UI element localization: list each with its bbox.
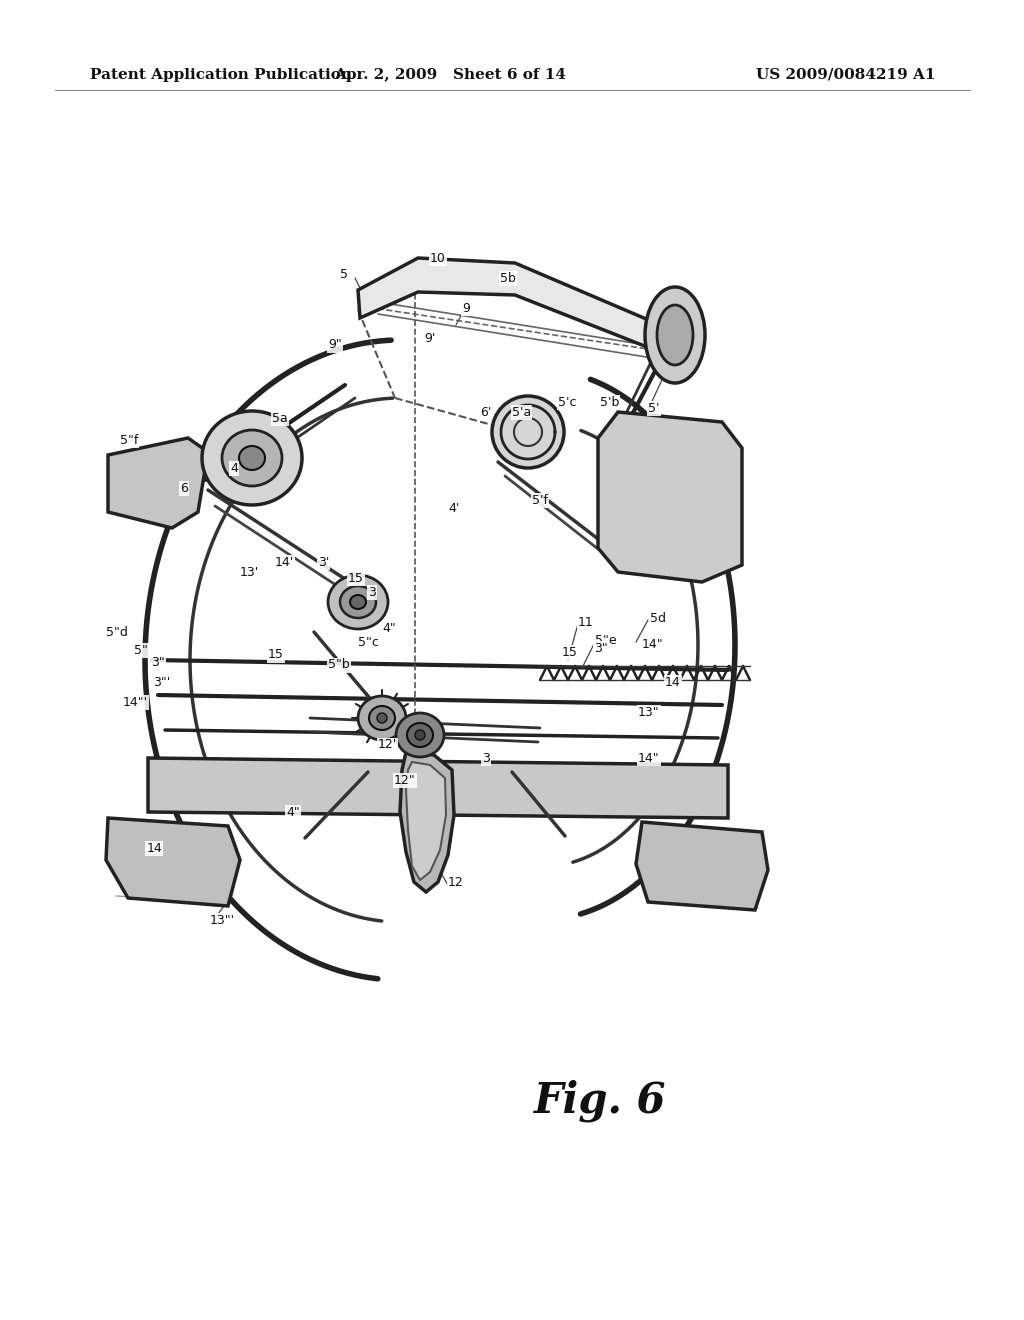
Polygon shape [106,818,240,906]
Text: 9: 9 [462,301,470,314]
Text: 5'a: 5'a [512,405,531,418]
Text: 5b: 5b [500,272,516,285]
Text: 5"b: 5"b [328,659,350,672]
Text: 12': 12' [378,738,397,751]
Text: 14": 14" [642,639,664,652]
Text: 9': 9' [424,331,435,345]
Text: 5d: 5d [650,611,666,624]
Text: Fig. 6: Fig. 6 [534,1080,667,1122]
Text: 15: 15 [268,648,284,661]
Text: 15: 15 [562,645,578,659]
Text: 14: 14 [146,842,162,854]
Ellipse shape [369,706,395,730]
Ellipse shape [492,396,564,469]
Ellipse shape [407,723,433,747]
Text: 14"': 14"' [123,696,148,709]
Text: 3": 3" [152,656,165,668]
Text: 11: 11 [578,615,594,628]
Ellipse shape [350,595,366,609]
Polygon shape [406,762,446,880]
Text: US 2009/0084219 A1: US 2009/0084219 A1 [756,69,935,82]
Text: 4": 4" [286,805,300,818]
Text: 5": 5" [134,644,148,656]
Text: Patent Application Publication: Patent Application Publication [90,69,352,82]
Text: 3": 3" [594,642,608,655]
Ellipse shape [645,286,705,383]
Text: 9": 9" [329,338,342,351]
Text: 4': 4' [449,502,460,515]
Text: 5'c: 5'c [558,396,577,408]
Text: 6: 6 [180,482,187,495]
Text: 12": 12" [394,774,416,787]
Ellipse shape [340,586,376,618]
Ellipse shape [328,576,388,630]
Ellipse shape [396,713,444,756]
Text: 12: 12 [449,875,464,888]
Text: 13": 13" [638,705,659,718]
Text: 4: 4 [230,462,238,474]
Text: 5"d: 5"d [106,626,128,639]
Text: 3: 3 [368,586,376,598]
Text: 15: 15 [348,572,364,585]
Text: 5: 5 [340,268,348,281]
Text: 5a: 5a [272,412,288,425]
Text: Apr. 2, 2009   Sheet 6 of 14: Apr. 2, 2009 Sheet 6 of 14 [334,69,566,82]
Text: 5"c: 5"c [358,635,379,648]
Text: 6': 6' [480,405,492,418]
Text: 10: 10 [430,252,445,264]
Ellipse shape [377,713,387,723]
Text: 3: 3 [482,751,489,764]
Ellipse shape [415,730,425,741]
Polygon shape [636,822,768,909]
Text: 3"': 3"' [153,676,170,689]
Text: 14": 14" [638,751,659,764]
Ellipse shape [222,430,282,486]
Text: 5'f: 5'f [532,494,548,507]
Ellipse shape [239,446,265,470]
Polygon shape [358,257,675,358]
Ellipse shape [657,305,693,366]
Text: 5'b: 5'b [600,396,620,408]
Text: 14': 14' [275,556,294,569]
Polygon shape [108,438,208,528]
Ellipse shape [358,696,406,741]
Text: 4": 4" [382,622,395,635]
Text: 5"f: 5"f [120,433,138,446]
Text: 13"': 13"' [210,913,236,927]
Text: 5': 5' [648,401,659,414]
Text: 13': 13' [240,565,259,578]
Polygon shape [148,758,728,818]
Text: 14: 14 [665,676,681,689]
Ellipse shape [202,411,302,506]
Text: 5"e: 5"e [595,634,616,647]
Text: 3': 3' [318,556,330,569]
Polygon shape [598,412,742,582]
Polygon shape [400,752,454,892]
